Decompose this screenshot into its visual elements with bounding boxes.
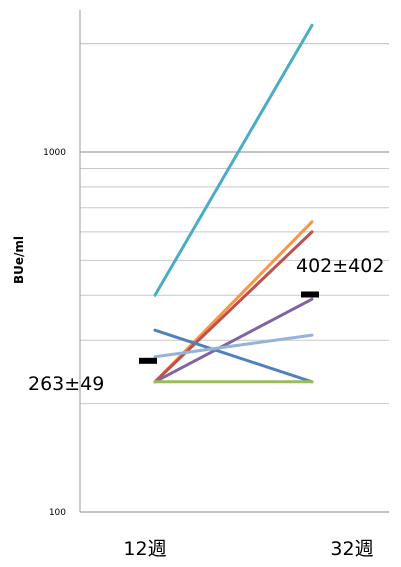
mean-label-12w: 263±49: [28, 373, 104, 395]
series-line-5: [153, 328, 314, 384]
y-tick-label: 1000: [43, 148, 66, 158]
gridlines: [80, 43, 389, 405]
series-lines: [153, 23, 314, 384]
y-axis-label: BUe/ml: [12, 236, 26, 284]
x-tick-label-32w: 32週: [330, 538, 373, 560]
series-line-6: [153, 333, 314, 359]
mean-label-32w: 402±402: [296, 255, 384, 277]
x-tick-label-12w: 12週: [123, 538, 166, 560]
x-tick-labels: 12週 32週: [123, 538, 373, 560]
series-line-4: [153, 297, 314, 384]
series-line-3: [153, 230, 314, 384]
mean-marker-1: [139, 357, 157, 364]
series-line-1: [153, 23, 314, 297]
y-tick-label: 100: [49, 508, 66, 518]
y-tick-labels: 100 1000: [43, 148, 66, 518]
mean-markers: [139, 291, 319, 364]
mean-marker-2: [301, 291, 319, 298]
